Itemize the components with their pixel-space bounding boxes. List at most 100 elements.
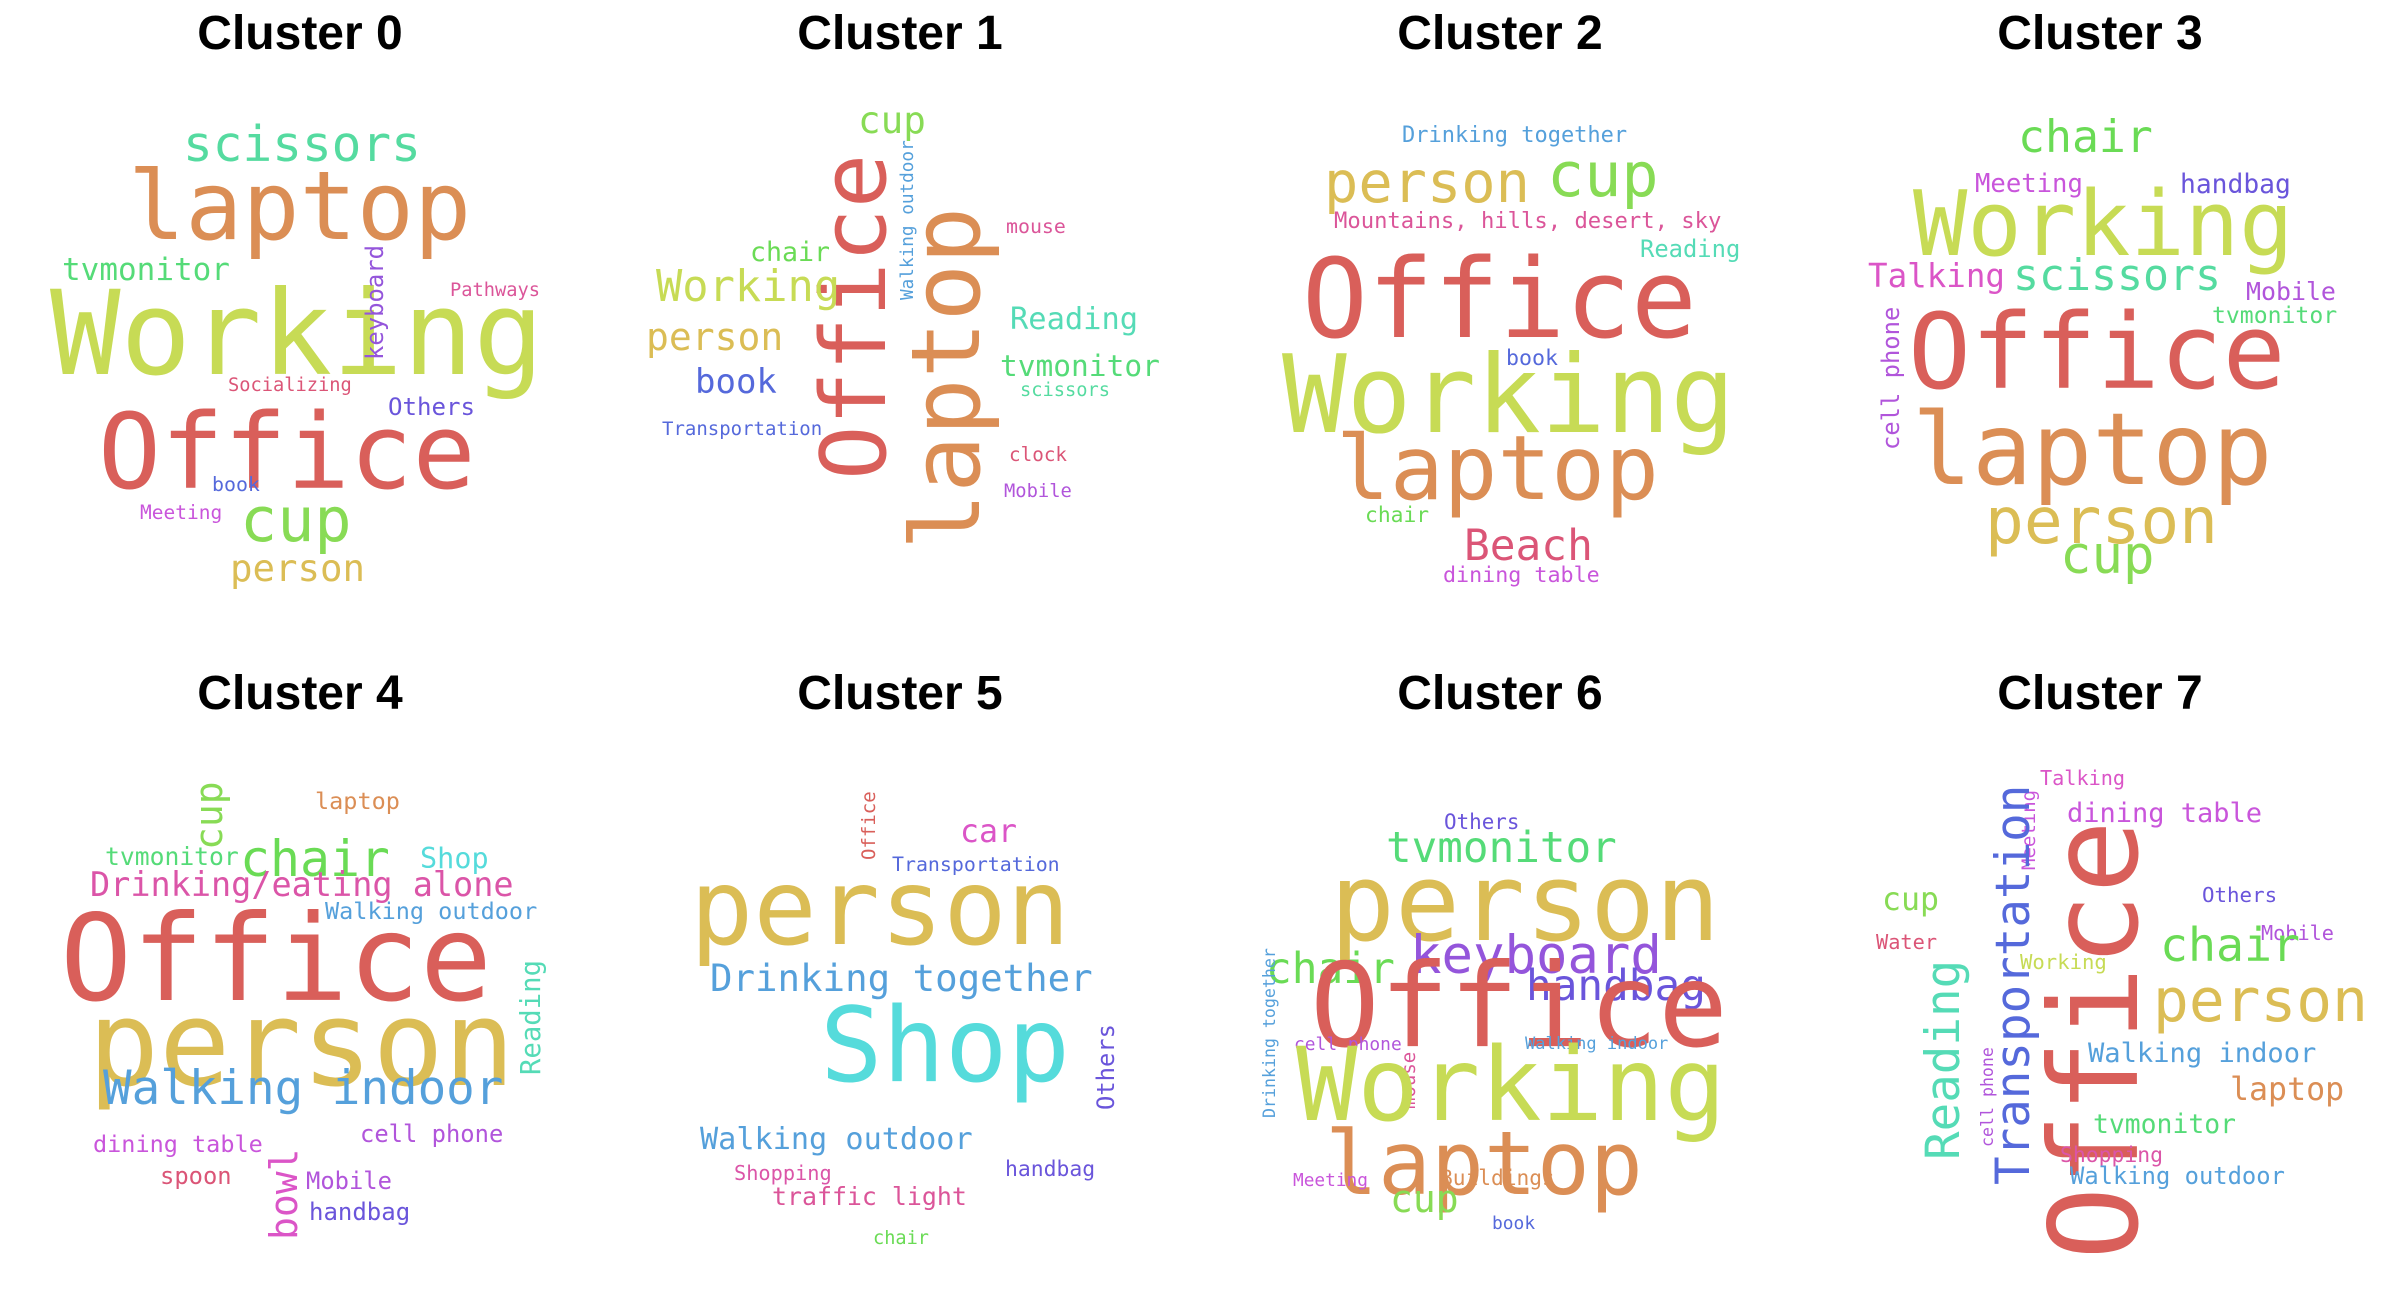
word-mobile: Mobile — [2261, 921, 2334, 945]
word-walking-outdoor: Walking outdoor — [898, 140, 918, 300]
word-working: Working — [656, 261, 841, 312]
word-cup: cup — [858, 98, 926, 142]
word-cloud: chair Meeting handbag Working Talking scissor… — [1800, 0, 2400, 650]
cluster-title: Cluster 5 — [797, 667, 1003, 720]
cluster-title: Cluster 1 — [797, 7, 1003, 60]
word-handbag: handbag — [2180, 170, 2291, 200]
word-cloud: cup laptop tvmonitor chair Shop Drinking/eati… — [0, 660, 600, 1310]
word-keyboard: keyboard — [1410, 925, 1662, 986]
cluster-panel-7: Cluster 7 Talking Meeting dining table Tran… — [1800, 660, 2400, 1310]
word-spoon: spoon — [160, 1162, 232, 1190]
word-meeting: Meeting — [1975, 169, 2083, 199]
word-cup: cup — [1547, 139, 1659, 211]
word-book: book — [212, 473, 260, 496]
word-handbag: handbag — [309, 1198, 411, 1226]
word-cup: cup — [1390, 1177, 1459, 1221]
word-working: Working — [1913, 172, 2294, 277]
word-clock: clock — [1009, 443, 1068, 466]
word-tvmonitor: tvmonitor — [62, 252, 230, 288]
word-beach: Beach — [1464, 521, 1593, 571]
word-drinking-together: Drinking together — [710, 956, 1093, 1000]
cluster-panel-5: Cluster 5 Office car Transportation person D… — [600, 660, 1200, 1310]
word-pathways: Pathways — [450, 280, 541, 301]
word-tvmonitor: tvmonitor — [2093, 1109, 2236, 1140]
word-cell-phone: cell phone — [1294, 1034, 1402, 1055]
word-meeting: Meeting — [140, 501, 223, 524]
word-chair: chair — [1266, 944, 1395, 994]
word-person: person — [1985, 484, 2218, 559]
word-mouse: mouse — [1006, 215, 1066, 238]
word-working: Working — [1296, 1026, 1726, 1145]
cluster-title: Cluster 7 — [1997, 667, 2203, 720]
word-walking-outdoor: Walking outdoor — [700, 1122, 973, 1157]
word-working: Working — [50, 265, 544, 402]
word-cup: cup — [187, 781, 231, 850]
word-laptop: laptop — [1912, 391, 2273, 508]
word-others: Others — [2202, 883, 2278, 907]
word-person: person — [646, 315, 784, 359]
word-keyboard: keyboard — [361, 244, 389, 360]
word-walking-outdoor: Walking outdoor — [2070, 1162, 2285, 1190]
word-cloud: Working Office laptop scissors cup person tvmo… — [0, 0, 600, 650]
word-car: car — [960, 814, 1018, 850]
word-walking-indoor: Walking indoor — [103, 1061, 504, 1116]
word-handbag: handbag — [1005, 1157, 1096, 1182]
word-cup: cup — [1882, 882, 1940, 918]
word-laptop: laptop — [2230, 1072, 2345, 1108]
word-mobile: Mobile — [2246, 277, 2336, 306]
cluster-panel-4: Cluster 4 cup laptop tvmonitor chair Shop Dri… — [0, 660, 600, 1310]
word-person: person — [690, 846, 1070, 969]
word-cell-phone: cell phone — [360, 1120, 504, 1148]
word-cloud: Office laptop cup Walking outdoor mouse chair… — [600, 0, 1200, 650]
word-shopping: Shopping — [2060, 1143, 2164, 1168]
word-meeting: Meeting — [1293, 1170, 1368, 1191]
word-scissors: scissors — [2013, 251, 2222, 301]
word-office: Office — [802, 153, 907, 480]
word-cloud: Others tvmonitor person keyboard chair handba… — [1200, 660, 1800, 1310]
word-chair: chair — [2160, 918, 2300, 972]
word-tvmonitor: tvmonitor — [2212, 303, 2338, 329]
word-book: book — [1506, 346, 1559, 371]
word-traffic-light: traffic light — [772, 1182, 967, 1211]
word-reading: Reading — [516, 959, 547, 1075]
word-transportation: Transportation — [662, 418, 823, 440]
word-walking-indoor: Walking indoor — [2088, 1038, 2317, 1069]
word-scissors: scissors — [1020, 380, 1111, 401]
cluster-panel-6: Cluster 6 Others tvmonitor person keyboard c… — [1200, 660, 1800, 1310]
word-shopping: Shopping — [734, 1161, 832, 1185]
word-book: book — [695, 362, 777, 402]
word-bowl: bowl — [262, 1148, 306, 1240]
word-buildings: Buildings — [1440, 1165, 1555, 1190]
word-transportation: Transportation — [892, 853, 1060, 876]
word-shop: Shop — [820, 986, 1070, 1106]
word-chair: chair — [750, 237, 831, 268]
word-cloud: Office car Transportation person Drinking to… — [600, 660, 1200, 1310]
word-others: Others — [1444, 810, 1520, 834]
word-dining-table: dining table — [93, 1130, 263, 1158]
word-chair: chair — [1365, 503, 1430, 528]
word-chair: chair — [873, 1228, 929, 1249]
cluster-panel-1: Cluster 1 Office laptop cup Walking outdoor… — [600, 0, 1200, 650]
word-cup: cup — [240, 484, 352, 556]
word-water: Water — [1876, 930, 1938, 954]
word-reading: Reading — [1916, 959, 1971, 1160]
word-drinking-together: Drinking together — [1402, 123, 1628, 148]
word-others: Others — [1092, 1024, 1120, 1110]
word-mobile: Mobile — [306, 1167, 392, 1195]
word-person: person — [1330, 841, 1721, 966]
cluster-title: Cluster 0 — [197, 7, 403, 60]
cluster-title: Cluster 3 — [1997, 7, 2203, 60]
word-laptop: laptop — [315, 787, 400, 815]
word-person: person — [88, 975, 515, 1113]
word-reading: Reading — [1010, 302, 1139, 337]
word-dining-table: dining table — [1443, 563, 1600, 588]
word-talking: Talking — [2040, 766, 2126, 790]
word-reading: Reading — [1640, 235, 1741, 263]
word-office: Office — [1302, 236, 1697, 363]
word-cell-phone: cell phone — [1978, 1047, 1997, 1147]
word-office: Office — [1908, 291, 2286, 413]
word-laptop: laptop — [128, 152, 472, 262]
cluster-panel-0: Cluster 0 Working Office laptop scissors cup… — [0, 0, 600, 650]
word-office: Office — [98, 391, 476, 513]
word-mountains-hills-desert-sky: Mountains, hills, desert, sky — [1334, 208, 1722, 234]
